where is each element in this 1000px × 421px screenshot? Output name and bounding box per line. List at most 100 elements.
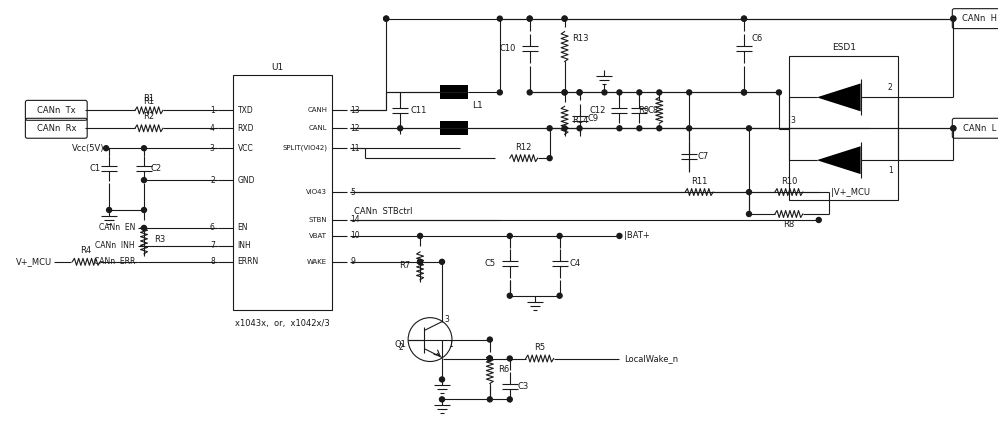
Bar [440,85,468,99]
Text: 14: 14 [350,216,360,224]
Text: CANn  STBctrl: CANn STBctrl [354,208,413,216]
Text: 1: 1 [448,340,453,349]
Circle shape [497,16,502,21]
Text: C8: C8 [647,106,659,115]
Circle shape [487,356,492,361]
Circle shape [487,356,492,361]
Text: SPLIT(VIO42): SPLIT(VIO42) [282,145,327,152]
Text: CANn  H: CANn H [962,14,997,23]
Text: C1: C1 [90,164,101,173]
Text: EN: EN [238,224,248,232]
Text: R7: R7 [399,261,410,270]
Circle shape [104,146,109,151]
Circle shape [384,16,389,21]
Circle shape [418,259,423,264]
Polygon shape [817,83,861,111]
Circle shape [562,126,567,131]
Circle shape [547,126,552,131]
Text: C9: C9 [588,114,599,123]
Text: 7: 7 [210,241,215,250]
Text: R11: R11 [691,176,707,186]
Circle shape [617,233,622,238]
Text: CANn  INH: CANn INH [95,241,135,250]
Text: R13: R13 [573,34,589,43]
Circle shape [142,146,146,151]
Text: CANL: CANL [309,125,327,131]
Text: INH: INH [238,241,251,250]
Circle shape [142,226,146,230]
Text: 11: 11 [350,144,360,153]
Circle shape [657,90,662,95]
Circle shape [602,90,607,95]
Circle shape [562,90,567,95]
Circle shape [742,90,746,95]
Text: WAKE: WAKE [307,259,327,265]
Text: 2: 2 [398,343,403,352]
Circle shape [562,16,567,21]
Circle shape [577,126,582,131]
Text: ERRN: ERRN [238,257,259,266]
Text: |BAT+: |BAT+ [624,232,650,240]
Text: 1: 1 [888,165,893,175]
Text: CANn  ERR: CANn ERR [94,257,135,266]
Text: R12: R12 [516,143,532,152]
Text: 3: 3 [210,144,215,153]
Polygon shape [817,146,861,174]
Circle shape [637,90,642,95]
Text: C4: C4 [570,259,581,268]
Circle shape [637,126,642,131]
Text: 3: 3 [444,315,449,324]
Text: RXD: RXD [238,124,254,133]
Text: L1: L1 [472,101,483,110]
Text: 12: 12 [350,124,360,133]
Circle shape [816,218,821,222]
Circle shape [577,90,582,95]
Circle shape [746,126,751,131]
Circle shape [951,126,956,131]
Circle shape [384,16,389,21]
Circle shape [527,90,532,95]
Circle shape [617,90,622,95]
Text: C10: C10 [499,44,516,53]
Circle shape [557,233,562,238]
Text: R1: R1 [143,94,155,103]
Text: VCC: VCC [238,144,253,153]
Text: C11: C11 [410,106,426,115]
Circle shape [657,126,662,131]
Circle shape [746,189,751,195]
Text: CANn  Tx: CANn Tx [37,106,76,115]
Circle shape [107,208,112,213]
Circle shape [487,397,492,402]
Text: 3: 3 [790,116,795,125]
Text: TXD: TXD [238,106,253,115]
Circle shape [527,16,532,21]
Text: R8: R8 [783,221,794,229]
Circle shape [746,211,751,216]
Circle shape [742,90,746,95]
Text: Vcc(5V): Vcc(5V) [72,144,104,153]
Text: V+_MCU: V+_MCU [16,257,53,266]
Text: 4: 4 [210,124,215,133]
Circle shape [440,259,444,264]
Text: 6: 6 [210,224,215,232]
Text: R6: R6 [498,365,509,374]
Text: C7: C7 [697,152,708,161]
Circle shape [398,126,403,131]
Text: R2: R2 [143,112,155,121]
Circle shape [687,126,692,131]
Circle shape [440,377,444,382]
Circle shape [142,208,146,213]
Text: 2: 2 [210,176,215,184]
Text: ESD1: ESD1 [832,43,856,52]
Circle shape [507,233,512,238]
Circle shape [742,16,746,21]
Circle shape [507,293,512,298]
Circle shape [527,16,532,21]
Circle shape [577,90,582,95]
Text: LocalWake_n: LocalWake_n [624,354,679,363]
Circle shape [418,233,423,238]
Text: CANn  L: CANn L [963,124,996,133]
Circle shape [547,156,552,161]
Text: GND: GND [238,176,255,184]
Circle shape [562,90,567,95]
